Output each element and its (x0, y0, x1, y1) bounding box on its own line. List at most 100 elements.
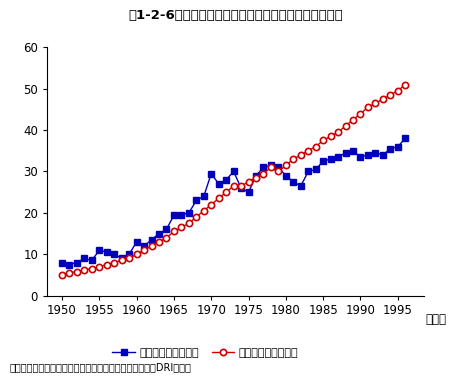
生産台数（百万台） (74, 260, 80, 265)
生産台数（百万台） (223, 177, 229, 182)
Legend: 生産台数（百万台）, 保有台数（千万台）: 生産台数（百万台）, 保有台数（千万台） (108, 343, 303, 362)
保有台数（千万台） (104, 262, 110, 267)
保有台数（千万台） (149, 244, 154, 248)
生産台数（百万台） (395, 144, 401, 149)
保有台数（千万台） (343, 124, 349, 128)
保有台数（千万台） (305, 149, 311, 153)
保有台数（千万台） (276, 169, 281, 174)
生産台数（百万台） (171, 213, 177, 217)
生産台数（百万台） (186, 211, 192, 215)
生産台数（百万台） (343, 150, 349, 155)
保有台数（千万台） (253, 175, 259, 180)
生産台数（百万台） (104, 250, 110, 254)
生産台数（百万台） (201, 194, 207, 199)
Text: 資料：米国自動車製造社協会、スタンダード＆プアーズDRI社調べ: 資料：米国自動車製造社協会、スタンダード＆プアーズDRI社調べ (9, 362, 191, 372)
生産台数（百万台） (216, 182, 221, 186)
生産台数（百万台） (260, 165, 266, 170)
生産台数（百万台） (246, 190, 252, 194)
生産台数（百万台） (298, 184, 304, 188)
生産台数（百万台） (388, 146, 393, 151)
Text: 第1-2-6図　世界の自動車生産台数及び保有台数の推移: 第1-2-6図 世界の自動車生産台数及び保有台数の推移 (128, 9, 343, 22)
保有台数（千万台） (156, 240, 162, 244)
保有台数（千万台） (126, 256, 132, 261)
保有台数（千万台） (298, 153, 304, 157)
保有台数（千万台） (179, 225, 184, 230)
保有台数（千万台） (112, 260, 117, 265)
生産台数（百万台） (373, 150, 378, 155)
生産台数（百万台） (179, 213, 184, 217)
生産台数（百万台） (357, 155, 363, 159)
生産台数（百万台） (141, 244, 147, 248)
保有台数（千万台） (119, 258, 124, 263)
保有台数（千万台） (67, 271, 73, 275)
生産台数（百万台） (283, 173, 289, 178)
生産台数（百万台） (209, 171, 214, 176)
生産台数（百万台） (365, 153, 371, 157)
保有台数（千万台） (59, 273, 65, 277)
生産台数（百万台） (231, 169, 236, 174)
保有台数（千万台） (320, 138, 326, 143)
保有台数（千万台） (388, 93, 393, 97)
保有台数（千万台） (74, 269, 80, 274)
保有台数（千万台） (194, 215, 199, 219)
生産台数（百万台） (149, 238, 154, 242)
生産台数（百万台） (320, 159, 326, 163)
生産台数（百万台） (97, 248, 102, 252)
保有台数（千万台） (223, 190, 229, 194)
生産台数（百万台） (291, 180, 296, 184)
Line: 保有台数（千万台）: 保有台数（千万台） (59, 81, 408, 278)
保有台数（千万台） (402, 82, 408, 87)
生産台数（百万台） (112, 252, 117, 257)
保有台数（千万台） (238, 184, 244, 188)
生産台数（百万台） (402, 136, 408, 141)
保有台数（千万台） (186, 221, 192, 226)
生産台数（百万台） (253, 173, 259, 178)
生産台数（百万台） (81, 256, 87, 261)
保有台数（千万台） (163, 235, 169, 240)
生産台数（百万台） (276, 165, 281, 170)
生産台数（百万台） (380, 153, 386, 157)
生産台数（百万台） (59, 260, 65, 265)
生産台数（百万台） (156, 231, 162, 236)
保有台数（千万台） (380, 97, 386, 101)
生産台数（百万台） (194, 198, 199, 203)
生産台数（百万台） (305, 169, 311, 174)
生産台数（百万台） (238, 186, 244, 190)
生産台数（百万台） (268, 163, 274, 168)
保有台数（千万台） (357, 111, 363, 116)
保有台数（千万台） (246, 180, 252, 184)
保有台数（千万台） (209, 202, 214, 207)
生産台数（百万台） (119, 256, 124, 261)
生産台数（百万台） (134, 240, 139, 244)
保有台数（千万台） (335, 130, 341, 135)
保有台数（千万台） (81, 268, 87, 272)
保有台数（千万台） (231, 184, 236, 188)
生産台数（百万台） (328, 157, 333, 161)
生産台数（百万台） (126, 252, 132, 257)
Line: 生産台数（百万台）: 生産台数（百万台） (59, 135, 408, 268)
保有台数（千万台） (171, 229, 177, 234)
保有台数（千万台） (134, 252, 139, 257)
保有台数（千万台） (260, 171, 266, 176)
保有台数（千万台） (141, 248, 147, 252)
生産台数（百万台） (313, 167, 318, 172)
保有台数（千万台） (283, 163, 289, 168)
保有台数（千万台） (201, 208, 207, 213)
Text: （年）: （年） (426, 313, 447, 326)
保有台数（千万台） (373, 101, 378, 105)
保有台数（千万台） (89, 266, 95, 271)
生産台数（百万台） (89, 258, 95, 263)
保有台数（千万台） (395, 89, 401, 93)
生産台数（百万台） (67, 262, 73, 267)
保有台数（千万台） (291, 157, 296, 161)
保有台数（千万台） (97, 265, 102, 269)
保有台数（千万台） (216, 196, 221, 200)
保有台数（千万台） (365, 105, 371, 110)
保有台数（千万台） (268, 165, 274, 170)
保有台数（千万台） (313, 144, 318, 149)
保有台数（千万台） (328, 134, 333, 139)
生産台数（百万台） (163, 227, 169, 232)
生産台数（百万台） (335, 155, 341, 159)
保有台数（千万台） (350, 117, 356, 122)
生産台数（百万台） (350, 149, 356, 153)
